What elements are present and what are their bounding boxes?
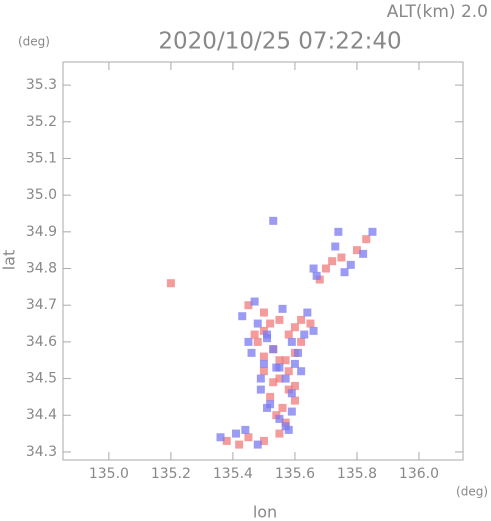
- data-point: [368, 227, 377, 236]
- data-point: [266, 319, 275, 328]
- x-axis-label: lon: [253, 503, 277, 521]
- y-tick-label: 35.3: [26, 77, 57, 93]
- data-point: [281, 356, 290, 365]
- data-point: [275, 315, 284, 324]
- y-unit: (deg): [18, 35, 50, 49]
- data-point: [263, 334, 272, 343]
- chart-subtitle: ALT(km) 2.0: [387, 2, 488, 22]
- data-point: [346, 260, 355, 269]
- data-point: [247, 348, 256, 357]
- y-tick-label: 34.5: [26, 371, 57, 387]
- y-tick-label: 34.9: [26, 224, 57, 240]
- data-point: [253, 440, 262, 449]
- data-point: [266, 400, 275, 409]
- data-point: [352, 246, 361, 255]
- data-point: [290, 323, 299, 332]
- data-point: [359, 249, 368, 258]
- x-tick-label: 135.8: [337, 466, 377, 482]
- data-point: [290, 359, 299, 368]
- y-tick-label: 35.1: [26, 150, 57, 166]
- data-point: [269, 378, 278, 387]
- data-point: [269, 216, 278, 225]
- data-point: [256, 385, 265, 394]
- data-point: [321, 264, 330, 273]
- data-point: [235, 440, 244, 449]
- y-tick-label: 34.6: [26, 334, 57, 350]
- data-point: [259, 359, 268, 368]
- data-point: [250, 297, 259, 306]
- y-axis-label: lat: [0, 250, 19, 271]
- data-point: [244, 301, 253, 310]
- y-tick-label: 35.2: [26, 114, 57, 130]
- x-tick-label: 136.0: [399, 466, 439, 482]
- data-point: [294, 348, 303, 357]
- y-tick-label: 34.8: [26, 261, 57, 277]
- data-point: [272, 363, 281, 372]
- data-point: [256, 374, 265, 383]
- data-point: [244, 433, 253, 442]
- data-point: [216, 433, 225, 442]
- data-point: [362, 235, 371, 244]
- data-point: [340, 268, 349, 277]
- data-point: [244, 337, 253, 346]
- data-point: [287, 337, 296, 346]
- data-point: [312, 271, 321, 280]
- data-point: [253, 319, 262, 328]
- x-tick-label: 135.2: [151, 466, 191, 482]
- data-point: [238, 312, 247, 321]
- data-point: [284, 425, 293, 434]
- data-point: [259, 367, 268, 376]
- data-point: [250, 330, 259, 339]
- chart-title: 2020/10/25 07:22:40: [158, 29, 401, 55]
- x-tick-label: 135.4: [213, 466, 253, 482]
- data-point: [337, 253, 346, 262]
- y-tick-label: 34.7: [26, 297, 57, 313]
- data-point: [297, 367, 306, 376]
- x-tick-label: 135.6: [275, 466, 315, 482]
- data-point: [275, 429, 284, 438]
- data-point: [290, 396, 299, 405]
- data-point: [290, 381, 299, 390]
- y-tick-label: 34.4: [26, 407, 57, 423]
- plot-frame: [62, 61, 464, 461]
- data-point: [259, 352, 268, 361]
- data-point: [297, 315, 306, 324]
- data-point: [278, 403, 287, 412]
- data-point: [222, 436, 231, 445]
- data-point: [300, 330, 309, 339]
- data-point: [287, 407, 296, 416]
- data-point: [309, 326, 318, 335]
- data-point: [331, 242, 340, 251]
- data-point: [297, 337, 306, 346]
- data-point: [241, 425, 250, 434]
- data-point: [259, 308, 268, 317]
- y-tick-label: 34.3: [26, 444, 57, 460]
- data-point: [284, 367, 293, 376]
- y-tick-label: 35.0: [26, 187, 57, 203]
- data-point: [275, 414, 284, 423]
- data-point: [328, 257, 337, 266]
- data-point: [281, 374, 290, 383]
- data-point: [275, 356, 284, 365]
- data-point: [166, 279, 175, 288]
- data-point: [269, 345, 278, 354]
- data-point: [287, 389, 296, 398]
- data-point: [284, 330, 293, 339]
- data-point: [232, 429, 241, 438]
- data-point: [259, 436, 268, 445]
- data-point: [306, 319, 315, 328]
- data-point: [278, 304, 287, 313]
- data-point: [253, 337, 262, 346]
- data-point: [275, 374, 284, 383]
- data-point: [303, 308, 312, 317]
- x-tick-label: 135.0: [89, 466, 129, 482]
- data-point: [266, 392, 275, 401]
- data-point: [309, 264, 318, 273]
- x-unit: (deg): [456, 485, 488, 499]
- data-point: [334, 227, 343, 236]
